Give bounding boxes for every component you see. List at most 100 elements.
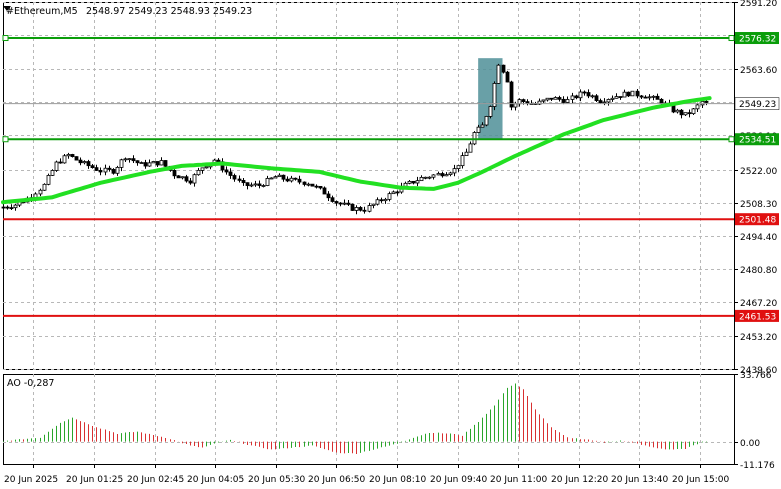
candle-body (460, 155, 465, 167)
candle-body (184, 176, 189, 182)
candle-body (285, 178, 290, 182)
collapse-triangle-icon[interactable] (3, 6, 11, 11)
candle-body (224, 169, 229, 173)
candle-body (314, 185, 319, 188)
candle-body (139, 162, 144, 164)
candle-body (188, 180, 193, 184)
candle-body (472, 132, 477, 145)
candle-body (302, 181, 307, 185)
y-tick-label: 2439.60 (740, 366, 777, 376)
candle-body (484, 116, 489, 126)
candle-body (476, 126, 481, 133)
candle-body (687, 112, 692, 115)
candle-body (582, 91, 587, 94)
current-price-tag (734, 97, 780, 110)
level-tag (735, 309, 779, 322)
candle-body (342, 202, 347, 205)
price-panel-border (3, 2, 735, 370)
candle-body (281, 174, 286, 180)
candle-body (635, 90, 640, 97)
ao-tick-label: 33.766 (740, 371, 772, 381)
candle-body (180, 176, 185, 179)
candle-body (431, 174, 436, 178)
level-handle (728, 136, 735, 143)
candle-body (639, 95, 644, 98)
candle-body (135, 160, 140, 164)
candle-body (70, 154, 75, 158)
candle-body (131, 158, 136, 162)
candle-body (602, 101, 607, 104)
level-label: 2576.32 (739, 35, 776, 45)
candle-body (367, 205, 372, 212)
candle-body (119, 159, 124, 168)
x-tick-label: 20 Jun 11:00 (490, 475, 547, 485)
candle-body (151, 161, 156, 164)
candle-body (50, 170, 55, 176)
candles (1, 63, 709, 215)
ohlc-label: 2548.97 2549.23 2548.93 2549.23 (86, 6, 252, 17)
level-label: 2501.48 (739, 216, 776, 226)
candle-body (590, 95, 595, 98)
candle-body (38, 189, 43, 195)
x-tick-label: 20 Jun 04:05 (187, 475, 244, 485)
candle-body (111, 169, 116, 174)
candle-body (452, 168, 457, 174)
candle-body (322, 187, 327, 195)
moving-average (1, 96, 712, 205)
y-tick-label: 2508.30 (740, 200, 777, 210)
candle-body (626, 91, 631, 97)
y-tick-label: 2522.00 (740, 167, 777, 177)
level-label: 2461.53 (739, 312, 776, 322)
candle-body (107, 167, 112, 170)
candle-body (86, 161, 91, 167)
candle-body (216, 159, 221, 163)
candle-body (679, 109, 684, 116)
x-tick-label: 20 Jun 12:20 (551, 475, 608, 485)
candle-body (103, 167, 108, 173)
candle-body (261, 185, 266, 187)
ao-tick-label: -11.176 (740, 461, 775, 471)
candle-body (492, 83, 497, 107)
candle-body (630, 90, 635, 97)
candle-body (655, 95, 660, 100)
candle-body (521, 99, 526, 103)
candle-body (318, 185, 323, 189)
candle-body (594, 95, 599, 101)
candle-body (354, 207, 359, 211)
ao-panel-border (3, 374, 735, 465)
candle-body (269, 177, 274, 180)
candle-body (82, 161, 87, 164)
candle-body (143, 162, 148, 167)
price-panel (3, 2, 735, 370)
candle-body (245, 182, 250, 186)
candle-body (13, 204, 18, 209)
candle-body (346, 202, 351, 205)
candle-body (163, 160, 168, 167)
candle-body (249, 184, 254, 187)
candle-body (480, 124, 485, 128)
candle-body (496, 64, 501, 84)
candle-body (436, 173, 441, 176)
candle-body (297, 178, 302, 183)
candle-body (375, 199, 380, 205)
candle-body (586, 92, 591, 97)
candle-body (549, 97, 554, 100)
candle-body (350, 203, 355, 211)
y-tick-label: 2591.20 (740, 0, 777, 9)
candle-body (651, 95, 656, 98)
level-tag (735, 32, 779, 45)
candle-body (326, 193, 331, 199)
candle-body (253, 183, 258, 186)
candle-body (371, 203, 376, 206)
y-tick-label: 2467.20 (740, 299, 777, 309)
symbol-label: #Ethereum,M5 (6, 6, 78, 17)
grid (3, 2, 734, 464)
candle-body (683, 112, 688, 116)
candle-body (691, 108, 696, 115)
candle-body (241, 179, 246, 184)
candle-body (456, 165, 461, 170)
candle-body (306, 183, 311, 186)
candle-body (334, 201, 339, 204)
candle-body (419, 176, 424, 182)
